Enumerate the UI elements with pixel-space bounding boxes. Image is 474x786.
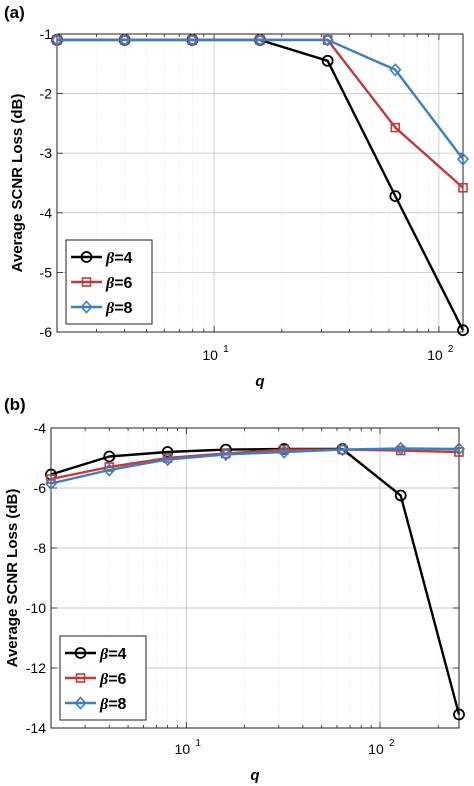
legend-entry: β=4: [65, 646, 127, 663]
legend-entry: β=6: [71, 275, 133, 292]
panel-a: -1 -2 -3 -4 -5 -6 10 1 10 2 (a) Average SCNR Loss (…: [4, 3, 470, 390]
data-point-diamond: [103, 463, 116, 477]
legend-label: β=4: [105, 250, 133, 267]
legend-value: =4: [108, 646, 126, 663]
panel-b: -4 -6 -8 -10 -12 -14 10 1 10 2 (b) Average SCNR Los…: [4, 395, 466, 784]
data-point-circle: [321, 54, 334, 67]
x-axis-label: q: [250, 767, 259, 784]
data-point-diamond: [44, 476, 58, 491]
panel-label: (b): [4, 395, 26, 414]
legend-label: β=8: [99, 696, 127, 713]
data-point-diamond: [452, 442, 466, 456]
legend-symbol: β: [99, 671, 109, 688]
data-point-diamond: [389, 63, 402, 77]
data-point-diamond: [219, 447, 232, 462]
data-point-diamond: [50, 33, 64, 47]
data-point-diamond: [161, 452, 174, 467]
legend-value: =6: [114, 275, 132, 292]
x-axis-label: q: [255, 373, 264, 390]
data-point-circle: [389, 190, 402, 203]
legend: β=4β=6β=8: [59, 635, 147, 721]
data-point-diamond: [186, 33, 199, 47]
legend-entry: β=8: [65, 696, 127, 713]
data-point-diamond: [336, 442, 349, 457]
y-tick-label: -8: [34, 540, 47, 556]
data-point-circle: [453, 708, 465, 721]
legend-symbol: β: [99, 696, 109, 713]
y-tick-label: -3: [40, 145, 53, 161]
x-tick-label: 10: [202, 347, 218, 363]
series-line: [50, 448, 460, 481]
y-tick-label: -1: [40, 26, 53, 42]
x-tick-exponent: 1: [195, 738, 201, 749]
data-point-diamond: [456, 152, 470, 166]
legend-marker-square: [81, 277, 92, 287]
legend-entry: β=4: [71, 250, 133, 267]
x-tick-label: 10: [368, 741, 384, 757]
legend-value: =8: [114, 300, 132, 317]
axes-frame: [50, 427, 460, 729]
data-point-circle: [103, 450, 116, 463]
series-3: [44, 441, 466, 491]
y-axis-label: Average SCNR Loss (dB): [9, 94, 26, 273]
x-tick-exponent: 2: [389, 738, 395, 749]
legend-label: β=6: [105, 275, 133, 292]
legend-value: =8: [108, 696, 126, 713]
legend-value: =4: [114, 250, 132, 267]
legend-marker-diamond: [74, 696, 87, 710]
y-tick-label: -4: [40, 205, 53, 221]
y-tick-label: -6: [34, 480, 47, 496]
legend-entry: β=6: [65, 671, 127, 688]
data-point-diamond: [394, 441, 407, 456]
x-tick-label: 10: [427, 347, 443, 363]
y-tick-label: -4: [34, 420, 47, 436]
data-point-diamond: [278, 445, 291, 459]
x-tick-exponent: 1: [223, 344, 229, 355]
legend-entry: β=8: [71, 300, 133, 317]
legend-value: =6: [108, 671, 126, 688]
data-point-square: [458, 182, 468, 193]
series-3: [50, 33, 470, 166]
y-tick-label: -10: [26, 600, 46, 616]
legend-label: β=6: [99, 671, 127, 688]
panel-label: (a): [4, 3, 25, 22]
x-tick-label: 10: [175, 741, 191, 757]
data-point-diamond: [118, 33, 131, 47]
legend-symbol: β: [105, 250, 115, 267]
series-line: [50, 447, 460, 485]
legend-label: β=8: [105, 300, 133, 317]
y-tick-label: -2: [40, 86, 53, 102]
legend-symbol: β: [105, 300, 115, 317]
legend-symbol: β: [105, 275, 115, 292]
legend-symbol: β: [99, 646, 109, 663]
data-point-diamond: [321, 33, 334, 47]
legend-marker-circle: [80, 251, 93, 263]
y-tick-label: -12: [26, 660, 46, 676]
legend-marker-circle: [74, 647, 87, 659]
series-line: [50, 447, 461, 715]
grid: [57, 34, 463, 332]
data-point-circle: [457, 324, 469, 337]
y-tick-label: -6: [40, 324, 53, 340]
data-point-circle: [394, 489, 407, 502]
legend-marker-square: [75, 673, 86, 683]
y-axis-label: Average SCNR Loss (dB): [4, 489, 21, 668]
data-point-square: [390, 122, 401, 133]
data-point-diamond: [253, 33, 267, 47]
legend-label: β=4: [99, 646, 127, 663]
series-line: [57, 38, 464, 160]
legend: β=4β=6β=8: [65, 239, 153, 325]
x-tick-exponent: 2: [448, 344, 454, 355]
y-tick-label: -14: [26, 720, 46, 736]
legend-marker-diamond: [80, 300, 93, 314]
data-point-circle: [45, 468, 57, 481]
y-tick-label: -5: [40, 264, 53, 280]
